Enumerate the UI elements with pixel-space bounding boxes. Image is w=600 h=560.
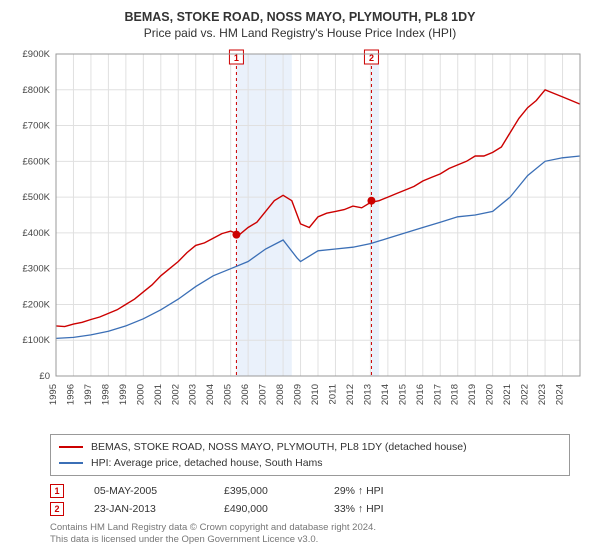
svg-text:£300K: £300K (23, 264, 51, 275)
svg-text:2002: 2002 (170, 384, 181, 405)
legend-label: BEMAS, STOKE ROAD, NOSS MAYO, PLYMOUTH, … (91, 441, 467, 453)
title-block: BEMAS, STOKE ROAD, NOSS MAYO, PLYMOUTH, … (10, 10, 590, 40)
svg-text:2019: 2019 (467, 384, 478, 405)
svg-text:£800K: £800K (23, 85, 51, 96)
svg-text:1997: 1997 (83, 384, 94, 405)
svg-text:2016: 2016 (415, 384, 426, 405)
marker-pct: 29% ↑ HPI (334, 485, 414, 497)
svg-text:2008: 2008 (275, 384, 286, 405)
marker-num: 1 (50, 484, 64, 498)
marker-row: 1 05-MAY-2005 £395,000 29% ↑ HPI (50, 482, 570, 500)
legend-label: HPI: Average price, detached house, Sout… (91, 457, 323, 469)
chart-area: £0 £100K £200K £300K £400K £500K £600K £700K £80… (10, 46, 590, 426)
svg-text:2024: 2024 (555, 384, 566, 405)
svg-text:2009: 2009 (293, 384, 304, 405)
footer-line2: This data is licensed under the Open Gov… (50, 534, 570, 546)
svg-text:1996: 1996 (65, 384, 76, 405)
footer: Contains HM Land Registry data © Crown c… (50, 522, 570, 546)
marker-price: £490,000 (224, 503, 304, 515)
chart-svg: £0 £100K £200K £300K £400K £500K £600K £700K £80… (10, 46, 590, 426)
svg-text:2023: 2023 (537, 384, 548, 405)
svg-text:2000: 2000 (135, 384, 146, 405)
svg-text:2006: 2006 (240, 384, 251, 405)
svg-text:2011: 2011 (327, 384, 338, 404)
page-subtitle: Price paid vs. HM Land Registry's House … (10, 26, 590, 40)
svg-text:£0: £0 (39, 371, 50, 382)
svg-text:2022: 2022 (520, 384, 531, 405)
svg-text:2014: 2014 (380, 384, 391, 405)
svg-text:1999: 1999 (118, 384, 129, 405)
svg-text:2017: 2017 (432, 384, 443, 405)
svg-text:2020: 2020 (485, 384, 496, 405)
page-title: BEMAS, STOKE ROAD, NOSS MAYO, PLYMOUTH, … (10, 10, 590, 24)
marker-num: 2 (50, 502, 64, 516)
svg-text:2001: 2001 (153, 384, 164, 405)
svg-text:2012: 2012 (345, 384, 356, 405)
svg-text:1998: 1998 (100, 384, 111, 405)
legend-row: HPI: Average price, detached house, Sout… (59, 455, 561, 471)
svg-text:2003: 2003 (188, 384, 199, 405)
svg-text:2010: 2010 (310, 384, 321, 405)
svg-text:£600K: £600K (23, 156, 51, 167)
svg-text:£700K: £700K (23, 121, 51, 132)
svg-text:2013: 2013 (362, 384, 373, 405)
svg-text:2007: 2007 (258, 384, 269, 405)
svg-text:£900K: £900K (23, 49, 51, 60)
svg-text:2021: 2021 (502, 384, 513, 405)
svg-text:2018: 2018 (450, 384, 461, 405)
svg-text:2005: 2005 (223, 384, 234, 405)
svg-text:£500K: £500K (23, 192, 51, 203)
legend-swatch (59, 462, 83, 464)
legend-row: BEMAS, STOKE ROAD, NOSS MAYO, PLYMOUTH, … (59, 439, 561, 455)
marker-row: 2 23-JAN-2013 £490,000 33% ↑ HPI (50, 500, 570, 518)
marker-pct: 33% ↑ HPI (334, 503, 414, 515)
marker-table: 1 05-MAY-2005 £395,000 29% ↑ HPI 2 23-JAN-201… (50, 482, 570, 518)
legend-swatch (59, 446, 83, 448)
legend-box: BEMAS, STOKE ROAD, NOSS MAYO, PLYMOUTH, … (50, 434, 570, 476)
marker-date: 23-JAN-2013 (94, 503, 194, 515)
svg-text:2004: 2004 (205, 384, 216, 405)
svg-text:£100K: £100K (23, 335, 51, 346)
svg-text:£200K: £200K (23, 299, 51, 310)
svg-text:1995: 1995 (48, 384, 59, 405)
footer-line1: Contains HM Land Registry data © Crown c… (50, 522, 570, 534)
svg-text:£400K: £400K (23, 228, 51, 239)
marker-price: £395,000 (224, 485, 304, 497)
svg-text:2015: 2015 (397, 384, 408, 405)
marker-date: 05-MAY-2005 (94, 485, 194, 497)
